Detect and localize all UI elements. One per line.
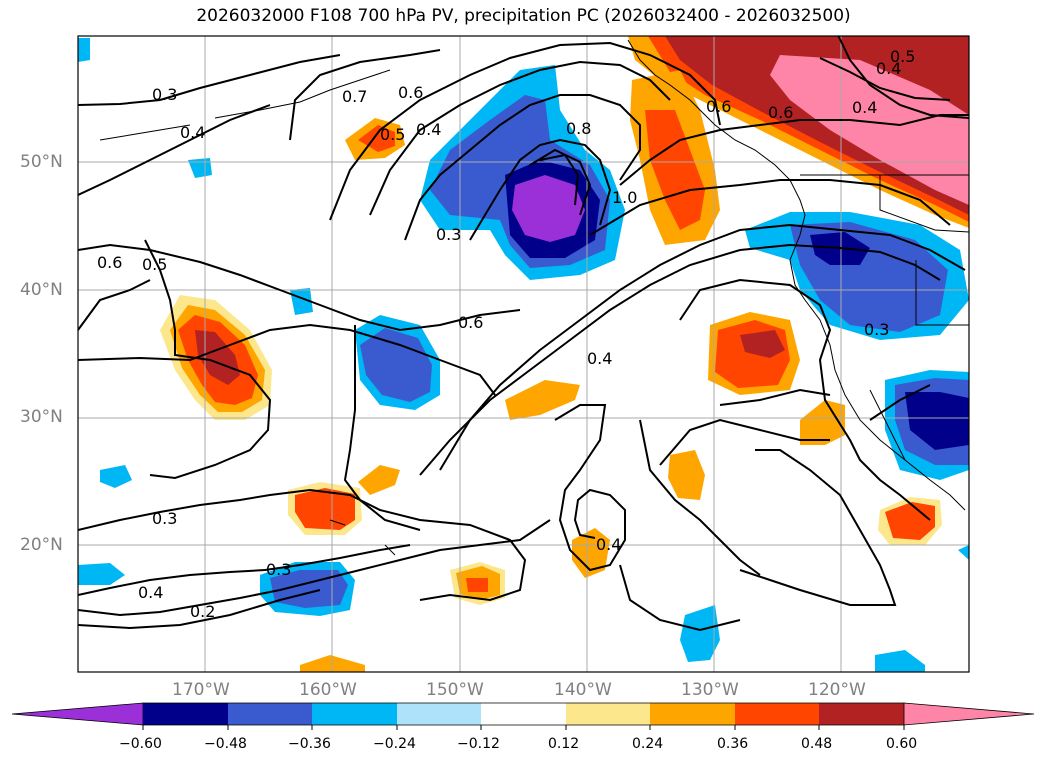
colorbar-tick-label: 0.36 (717, 736, 749, 752)
colorbar-segment (735, 703, 819, 725)
small-positive-patch (358, 465, 400, 495)
small-negative-patch (78, 38, 90, 62)
contour-label: 0.5 (890, 47, 915, 66)
colorbar (11, 702, 1035, 730)
small-negative-patch (188, 158, 212, 178)
colorbar-tick-label: −0.48 (204, 736, 247, 752)
small-negative-patch (78, 563, 125, 585)
lon-label-130w: 130°W (681, 680, 739, 700)
central-negative-anomaly (420, 65, 625, 280)
colorbar-segment (903, 702, 1035, 726)
pv-contours (78, 36, 969, 632)
contour-label: 0.6 (706, 97, 731, 116)
colorbar-tick-label: 0.24 (632, 736, 664, 752)
small-positive-patch (505, 380, 580, 420)
contour-label: 0.5 (142, 255, 167, 274)
contour-label: 0.7 (342, 87, 367, 106)
contour-label: 0.6 (97, 253, 122, 272)
colorbar-tick-label: −0.24 (373, 736, 416, 752)
contour-label: 0.4 (416, 120, 441, 139)
lon-label-140w: 140°W (554, 680, 612, 700)
colorbar-tick-label: 0.12 (548, 736, 580, 752)
small-positive-patch (572, 528, 610, 578)
map-frame (77, 35, 970, 673)
contour-label: 0.5 (380, 125, 405, 144)
contour-labels: 0.3 0.4 0.7 0.6 0.5 0.4 0.8 1.0 0.3 0.5 … (97, 47, 915, 621)
colorbar-tick-label: −0.60 (119, 736, 162, 752)
contour-label: 0.4 (180, 123, 205, 142)
map-title: 2026032000 F108 700 hPa PV, precipitatio… (196, 6, 851, 26)
lon-label-160w: 160°W (299, 680, 357, 700)
contour-label: 0.3 (152, 509, 177, 528)
colorbar-tick-label: −0.12 (457, 736, 500, 752)
contour-label: 0.3 (864, 320, 889, 339)
small-negative-patch (875, 650, 925, 672)
contour-label: 0.3 (436, 225, 461, 244)
west-positive-anomaly (160, 295, 272, 420)
contour-label: 0.4 (852, 98, 877, 117)
lon-label-170w: 170°W (172, 680, 230, 700)
small-negative-patch (680, 605, 720, 662)
contour-label: 0.4 (587, 349, 612, 368)
contour-label: 0.4 (138, 583, 163, 602)
colorbar-tick-label: 0.48 (801, 736, 833, 752)
lon-label-150w: 150°W (426, 680, 484, 700)
contour-label: 0.4 (876, 59, 901, 78)
lon-label-120w: 120°W (808, 680, 866, 700)
colorbar-segment (11, 702, 144, 726)
lat-label-40n: 40°N (20, 280, 63, 300)
contour-label: 0.8 (566, 119, 591, 138)
lat-label-20n: 20°N (20, 535, 63, 555)
colorbar-tick-label: −0.36 (288, 736, 331, 752)
contour-label: 0.6 (768, 103, 793, 122)
colorbar-segment (228, 703, 312, 725)
east-positive-anomaly (708, 312, 800, 395)
southeast-negative-anomaly (885, 370, 969, 480)
colorbar-tick-label: 0.60 (886, 736, 918, 752)
colorbar-segment (397, 703, 481, 725)
small-positive-patch (800, 400, 845, 445)
colorbar-segment (481, 703, 566, 725)
contour-label: 0.4 (596, 535, 621, 554)
contour-label: 0.3 (152, 85, 177, 104)
small-positive-patch (668, 450, 705, 500)
contour-label: 1.0 (612, 188, 637, 207)
ne-positive-band (628, 36, 969, 228)
colorbar-segment (566, 703, 650, 725)
small-negative-patch (290, 288, 313, 315)
colorbar-segment (143, 703, 228, 725)
colorbar-segment (819, 703, 904, 725)
lat-label-30n: 30°N (20, 407, 63, 427)
small-negative-patch (100, 465, 132, 488)
contour-label: 0.6 (458, 313, 483, 332)
lat-label-50n: 50°N (20, 152, 63, 172)
colorbar-segment (650, 703, 735, 725)
contour-label: 0.3 (266, 560, 291, 579)
colorbar-segment (312, 703, 397, 725)
contour-label: 0.6 (398, 83, 423, 102)
contour-label: 0.2 (190, 602, 215, 621)
